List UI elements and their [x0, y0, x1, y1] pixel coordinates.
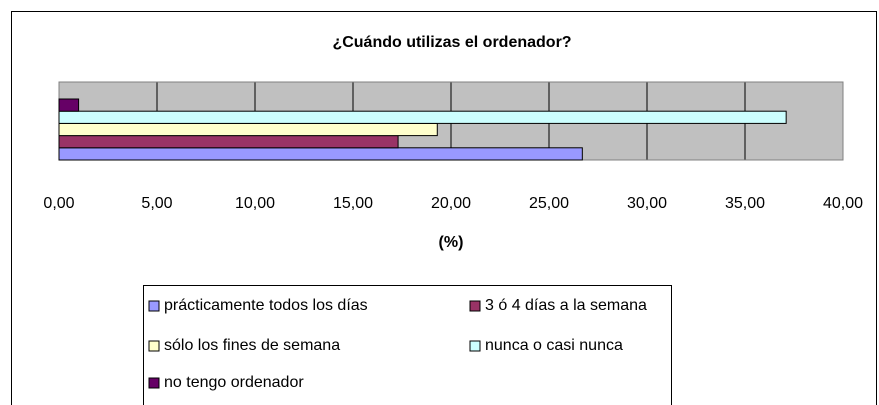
- bar: [58, 98, 80, 112]
- legend-label: nunca o casi nunca: [485, 337, 623, 354]
- bar: [58, 122, 438, 137]
- x-tick-label: 0,00: [43, 195, 74, 212]
- x-tick-label: 40,00: [823, 195, 863, 212]
- legend-label: prácticamente todos los días: [164, 297, 368, 314]
- legend-swatch: [148, 340, 160, 352]
- x-tick-label: 35,00: [725, 195, 765, 212]
- chart-title: ¿Cuándo utilizas el ordenador?: [332, 34, 571, 51]
- x-tick-label: 10,00: [235, 195, 275, 212]
- bar: [58, 135, 399, 149]
- legend-swatch: [148, 377, 160, 389]
- x-tick-label: 30,00: [627, 195, 667, 212]
- legend-swatch: [469, 300, 481, 312]
- legend-swatch: [148, 300, 160, 312]
- x-axis-label: (%): [439, 234, 464, 251]
- bar: [58, 110, 787, 124]
- x-tick-label: 25,00: [529, 195, 569, 212]
- x-tick-label: 15,00: [333, 195, 373, 212]
- legend-label: no tengo ordenador: [164, 374, 304, 391]
- x-tick-label: 20,00: [431, 195, 471, 212]
- x-tick-label: 5,00: [141, 195, 172, 212]
- legend-label: 3 ó 4 días a la semana: [485, 297, 647, 314]
- legend-swatch: [469, 340, 481, 352]
- legend: [143, 285, 672, 405]
- bar: [58, 147, 583, 161]
- legend-label: sólo los fines de semana: [164, 337, 340, 354]
